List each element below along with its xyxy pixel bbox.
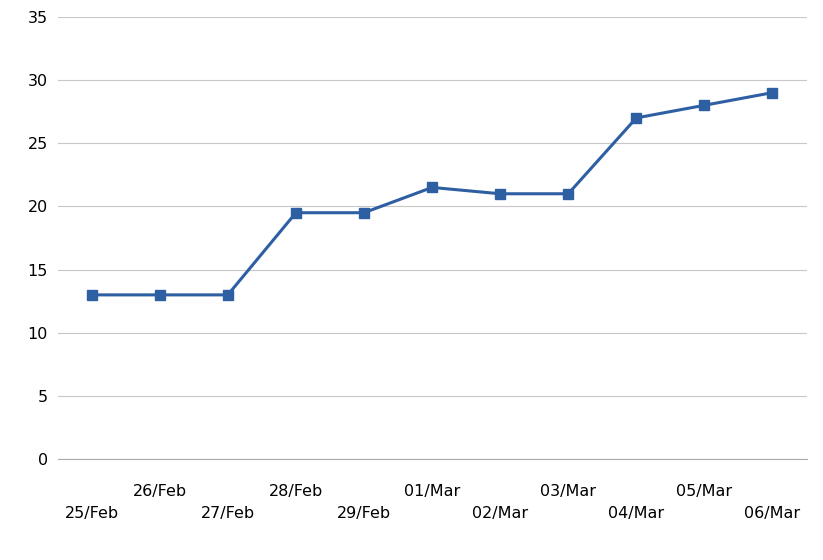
Text: 28/Feb: 28/Feb: [269, 483, 323, 498]
Text: 02/Mar: 02/Mar: [472, 506, 528, 521]
Text: 05/Mar: 05/Mar: [677, 483, 732, 498]
Text: 26/Feb: 26/Feb: [133, 483, 187, 498]
Text: 25/Feb: 25/Feb: [64, 506, 119, 521]
Text: 03/Mar: 03/Mar: [540, 483, 596, 498]
Text: 29/Feb: 29/Feb: [337, 506, 391, 521]
Text: 01/Mar: 01/Mar: [404, 483, 460, 498]
Text: 04/Mar: 04/Mar: [608, 506, 664, 521]
Text: 06/Mar: 06/Mar: [745, 506, 801, 521]
Text: 27/Feb: 27/Feb: [201, 506, 255, 521]
